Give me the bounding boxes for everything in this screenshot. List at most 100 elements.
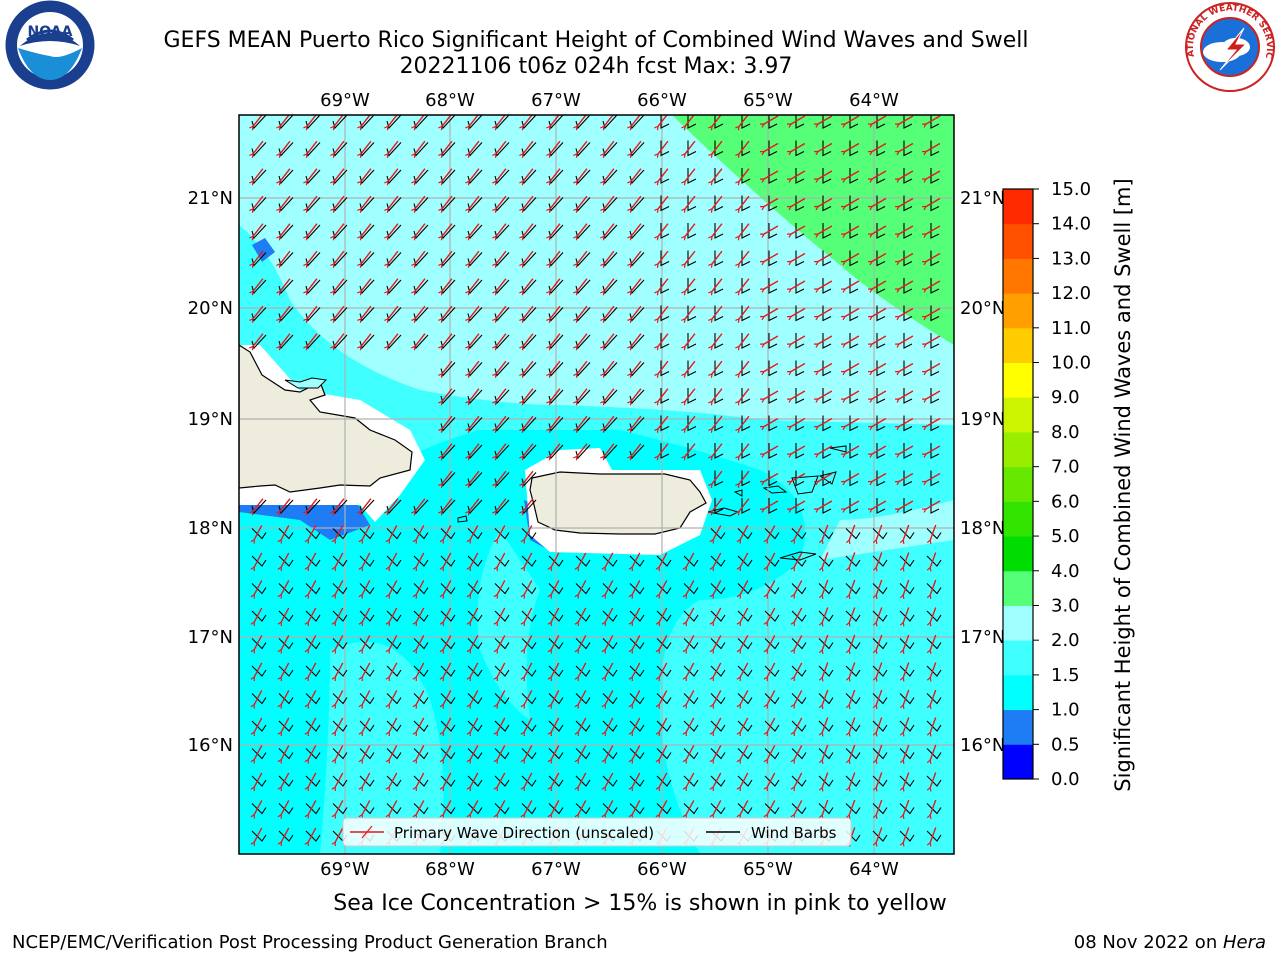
wave-arrowhead bbox=[546, 207, 551, 213]
wave-arrow bbox=[712, 690, 722, 705]
wave-arrowhead bbox=[787, 315, 793, 321]
wind-barb bbox=[903, 278, 913, 294]
wave-arrowhead bbox=[708, 235, 713, 241]
wave-arrowhead bbox=[411, 152, 416, 158]
wave-arrowhead bbox=[492, 290, 497, 296]
wave-arrow bbox=[763, 362, 779, 373]
wave-arrowhead bbox=[493, 813, 498, 819]
wave-arrow bbox=[469, 635, 479, 650]
wave-arrow bbox=[817, 472, 833, 483]
wave-arrowhead bbox=[872, 841, 878, 847]
wind-barb bbox=[687, 140, 697, 157]
wind-barb bbox=[386, 252, 402, 267]
wind-barb bbox=[687, 278, 697, 294]
wave-arrowhead bbox=[628, 648, 633, 654]
wave-arrow bbox=[790, 197, 806, 208]
wave-arrow bbox=[925, 500, 941, 510]
wind-barb bbox=[899, 775, 915, 787]
footer-date-host: 08 Nov 2022 on Hera bbox=[1074, 932, 1266, 953]
wave-arrowhead bbox=[895, 480, 901, 486]
wave-arrowhead bbox=[787, 425, 793, 431]
wind-barb bbox=[251, 555, 267, 567]
wind-barb bbox=[818, 720, 834, 732]
wind-barb bbox=[845, 665, 861, 677]
wind-barb bbox=[251, 638, 267, 650]
wave-arrowhead bbox=[358, 675, 363, 682]
wave-arrowhead bbox=[492, 455, 497, 461]
wave-arrowhead bbox=[787, 288, 793, 293]
wave-arrow bbox=[522, 415, 534, 430]
wave-arrowhead bbox=[841, 398, 847, 403]
wave-arrow bbox=[929, 579, 937, 596]
map-legend: Primary Wave Direction (unscaled) Wind B… bbox=[342, 817, 852, 847]
wind-barb bbox=[440, 748, 456, 760]
wave-arrowhead bbox=[250, 840, 255, 847]
wave-arrow bbox=[495, 250, 507, 265]
wind-barb bbox=[822, 443, 832, 459]
wind-barb bbox=[305, 224, 321, 240]
wave-arrow bbox=[252, 333, 264, 347]
wave-arrow bbox=[821, 799, 829, 816]
wave-arrow bbox=[306, 168, 318, 182]
wave-arrowhead bbox=[818, 538, 824, 545]
wave-arrowhead bbox=[411, 125, 416, 131]
wind-barb bbox=[467, 610, 483, 622]
wind-barb bbox=[305, 583, 321, 595]
wave-arrowhead bbox=[358, 538, 363, 544]
wave-arrow bbox=[848, 552, 856, 568]
wave-arrow bbox=[844, 362, 860, 373]
wind-barb bbox=[872, 775, 888, 787]
wave-arrowhead bbox=[845, 813, 851, 820]
wave-arrow bbox=[793, 772, 803, 788]
wave-arrow bbox=[871, 170, 887, 180]
wave-arrowhead bbox=[439, 565, 444, 572]
wind-barb bbox=[359, 528, 375, 540]
wind-barb bbox=[926, 693, 942, 705]
wind-barb bbox=[521, 748, 537, 760]
wind-barb bbox=[494, 693, 510, 705]
wind-barb bbox=[575, 583, 591, 595]
wave-arrow bbox=[253, 800, 263, 815]
wind-barb bbox=[926, 803, 942, 815]
wave-arrowhead bbox=[331, 758, 336, 764]
wave-arrowhead bbox=[628, 758, 633, 764]
wave-arrow bbox=[252, 168, 264, 182]
wind-barb bbox=[768, 223, 778, 239]
wave-arrowhead bbox=[787, 260, 793, 266]
wind-barb bbox=[521, 334, 537, 350]
colorbar-cell bbox=[1003, 536, 1033, 572]
wave-arrow bbox=[388, 717, 398, 733]
wave-arrowhead bbox=[412, 703, 417, 709]
wave-arrow bbox=[898, 362, 914, 373]
wave-arrow bbox=[577, 717, 587, 733]
wind-barb bbox=[251, 307, 267, 322]
wave-arrowhead bbox=[304, 648, 309, 654]
wind-barb bbox=[332, 693, 348, 705]
wind-barb bbox=[413, 279, 429, 295]
wave-arrowhead bbox=[845, 731, 851, 737]
wave-arrow bbox=[361, 772, 371, 788]
wind-barb bbox=[386, 499, 402, 515]
wind-barb bbox=[278, 252, 294, 267]
wave-arrowhead bbox=[439, 675, 444, 682]
wind-barb bbox=[899, 638, 915, 650]
colorbar-cell bbox=[1003, 189, 1033, 225]
wind-barb bbox=[359, 224, 375, 240]
wave-arrow bbox=[739, 690, 749, 705]
wind-barb bbox=[687, 115, 697, 129]
wind-barb bbox=[386, 115, 402, 130]
lon-labels-top: 69°W 68°W 67°W 66°W 65°W 64°W bbox=[320, 90, 899, 111]
wave-arrow bbox=[334, 745, 344, 760]
wave-arrow bbox=[441, 140, 453, 155]
wind-barb bbox=[602, 417, 618, 432]
wind-barb bbox=[440, 472, 456, 487]
wave-arrowhead bbox=[438, 290, 443, 296]
wave-arrow bbox=[763, 197, 779, 208]
wave-arrow bbox=[469, 552, 479, 568]
wind-barb bbox=[845, 610, 861, 622]
wave-arrow bbox=[252, 195, 264, 210]
wind-barb bbox=[413, 115, 429, 130]
wave-arrow bbox=[631, 607, 641, 623]
wind-barb bbox=[764, 610, 780, 622]
map-frame bbox=[238, 114, 955, 855]
